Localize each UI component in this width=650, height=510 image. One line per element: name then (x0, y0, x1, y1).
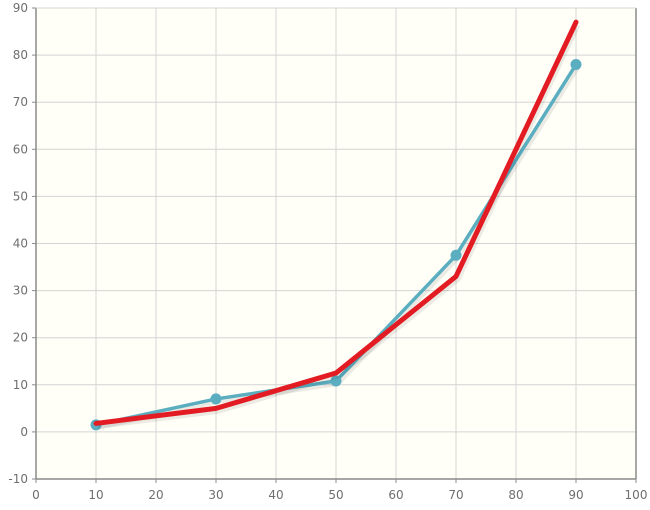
x-axis-ticks: 0 10 20 30 40 50 60 70 80 90 100 (32, 488, 647, 502)
y-axis-ticks: -10 0 10 20 30 40 50 60 70 80 90 (8, 1, 28, 486)
y-tick-label: 90 (13, 1, 28, 15)
y-tick-label: 10 (13, 378, 28, 392)
series-2 (93, 19, 581, 429)
series-2-line (93, 19, 579, 426)
series-1-point (210, 393, 222, 405)
x-tick-label: 20 (148, 488, 163, 502)
series-layer (90, 19, 582, 431)
y-tick-label: 50 (13, 189, 28, 203)
y-tick-label: 70 (13, 95, 28, 109)
y-tick-label: 40 (13, 237, 28, 251)
series-1-point (450, 249, 462, 261)
x-tick-label: 90 (568, 488, 583, 502)
y-tick-label: 20 (13, 331, 28, 345)
x-tick-label: 80 (508, 488, 523, 502)
y-tick-label: 80 (13, 48, 28, 62)
x-tick-label: 50 (328, 488, 343, 502)
x-tick-label: 30 (208, 488, 223, 502)
y-tick-label: 60 (13, 142, 28, 156)
x-tick-label: 40 (268, 488, 283, 502)
y-tick-label: 0 (20, 425, 28, 439)
x-tick-label: 10 (88, 488, 103, 502)
y-tick-label: -10 (8, 472, 28, 486)
axes (32, 7, 637, 483)
x-tick-label: 100 (625, 488, 648, 502)
x-tick-label: 60 (388, 488, 403, 502)
x-tick-label: 70 (448, 488, 463, 502)
series-2-shadow (97, 24, 581, 429)
series-1-point (330, 375, 342, 387)
x-tick-label: 0 (32, 488, 40, 502)
series-1-point (570, 59, 582, 71)
y-tick-label: 30 (13, 284, 28, 298)
